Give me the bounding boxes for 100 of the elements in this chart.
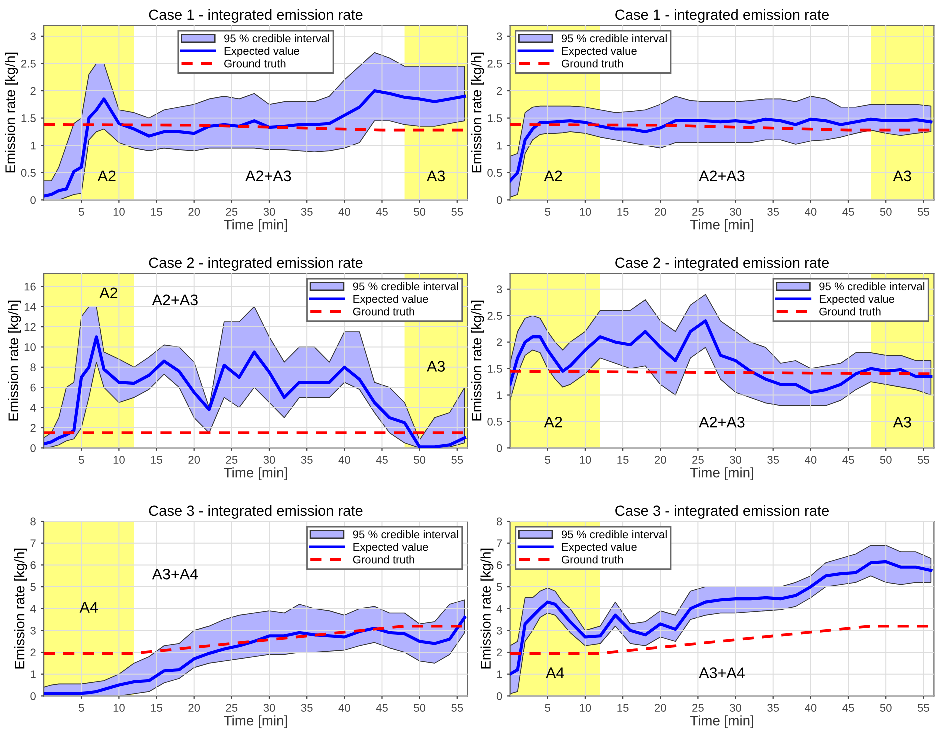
y-tick-label: 2.5 [488, 312, 502, 320]
x-tick-label: 10 [580, 704, 592, 712]
y-tick-label: 7 [30, 540, 36, 548]
x-tick-label: 5 [545, 456, 551, 464]
x-tick-label: 40 [338, 704, 350, 712]
x-tick-label: 5 [78, 704, 84, 712]
legend-label: Expected value [354, 543, 428, 554]
x-tick-label: 55 [918, 704, 930, 712]
x-tick-label: 25 [692, 456, 704, 464]
x-tick-label: 15 [151, 208, 162, 216]
y-tick-label: 3 [496, 32, 502, 41]
y-tick-label: 1 [497, 142, 502, 150]
band-label: A4 [80, 602, 98, 613]
y-tick-label: 3 [496, 286, 502, 294]
legend-label: Expected value [354, 294, 428, 306]
x-tick-label: 50 [414, 704, 426, 712]
chart-title: Case 2 - integrated emission rate [149, 257, 363, 271]
y-axis-title: Emission rate [kg/h] [472, 300, 484, 421]
x-tick-label: 55 [452, 704, 464, 712]
band-label: A3 [893, 170, 912, 182]
y-tick-label: 12 [24, 323, 36, 332]
x-tick-label: 15 [151, 704, 162, 712]
x-tick-label: 35 [768, 704, 780, 712]
x-tick-label: 30 [264, 456, 276, 464]
x-tick-label: 20 [188, 208, 200, 216]
annotation: 95 % credible interval [353, 530, 458, 539]
band-label: A3 [427, 361, 446, 372]
band-label: A2 [98, 170, 116, 182]
x-tick-label: 30 [730, 208, 742, 216]
annotation: A2+A3 [699, 170, 745, 182]
x-tick-label: 45 [376, 456, 388, 464]
x-tick-label: 40 [805, 456, 817, 464]
y-tick-label: 2 [497, 648, 502, 657]
y-tick-label: 6 [497, 561, 502, 570]
band-label: A2 [544, 417, 562, 428]
y-tick-label: 2.5 [22, 60, 36, 68]
y-tick-label: 1 [31, 142, 36, 150]
x-tick-label: 30 [730, 704, 742, 712]
x-tick-label: 5 [545, 208, 551, 216]
y-tick-label: 5 [496, 583, 502, 592]
y-tick-label: 0 [30, 196, 36, 204]
x-tick-label: 35 [768, 456, 780, 464]
y-axis-title: Emission rate [kg/h] [8, 300, 22, 421]
y-tick-label: 0.5 [488, 169, 502, 178]
x-tick-label: 15 [151, 456, 162, 464]
y-tick-label: 1.5 [488, 365, 502, 373]
x-tick-label: 55 [452, 456, 464, 464]
x-tick-label: 50 [414, 456, 426, 464]
band-label: A2 [100, 288, 118, 298]
x-tick-label: 35 [301, 456, 313, 464]
legend-label: Ground truth [562, 556, 624, 564]
y-tick-label: 6 [30, 561, 36, 570]
x-tick-label: 20 [655, 704, 666, 712]
line-series [510, 320, 933, 394]
annotation: A2+A3 [246, 170, 292, 182]
legend-label: Ground truth [353, 556, 414, 564]
chart-title: Case 3 - integrated emission rate [149, 505, 363, 520]
x-tick-label: 50 [414, 208, 426, 216]
band-label: A4 [546, 668, 564, 678]
y-axis-title: Emission rate [kg/h] [480, 548, 494, 669]
y-tick-label: 2 [30, 424, 36, 432]
annotation: 95 % credible interval [820, 282, 925, 291]
x-tick-label: 30 [730, 456, 742, 464]
y-tick-label: 3 [30, 626, 36, 635]
y-tick-label: 1.5 [22, 114, 36, 122]
y-tick-label: 2 [30, 648, 36, 657]
x-tick-label: 10 [114, 456, 125, 464]
y-tick-label: 2.5 [488, 60, 502, 68]
x-tick-label: 35 [768, 208, 780, 216]
x-tick-label: 5 [545, 704, 551, 712]
y-tick-label: 7 [497, 540, 502, 548]
annotation: A3+A4 [152, 568, 198, 580]
x-tick-label: 5 [78, 208, 84, 216]
x-tick-label: 45 [376, 704, 388, 712]
chart-title: Case 2 - integrated emission rate [616, 257, 830, 271]
y-tick-label: 5 [30, 583, 36, 592]
annotation: A2+A3 [699, 417, 745, 428]
x-tick-label: 45 [842, 208, 854, 216]
x-tick-label: 20 [655, 208, 666, 216]
x-tick-label: 20 [188, 704, 200, 712]
x-tick-label: 30 [264, 704, 276, 712]
annotation: 95 % credible interval [562, 530, 667, 539]
band-label: A3 [893, 417, 912, 428]
x-tick-label: 50 [880, 456, 892, 464]
y-tick-label: 4 [30, 404, 36, 412]
annotation: 95 % credible interval [224, 34, 330, 43]
y-tick-label: 4 [30, 605, 36, 613]
chart-title: Case 1 - integrated emission rate [616, 9, 830, 23]
x-tick-label: 10 [580, 456, 592, 464]
y-tick-label: 3 [30, 32, 36, 41]
y-tick-label: 4 [496, 605, 502, 613]
x-tick-label: 50 [880, 704, 892, 712]
x-tick-label: 20 [655, 456, 666, 464]
x-axis-title: Time [min] [690, 716, 754, 729]
x-axis-title: Time [min] [224, 220, 288, 233]
x-tick-label: 35 [301, 208, 313, 216]
x-tick-label: 30 [264, 208, 276, 216]
y-tick-label: 1 [497, 392, 502, 400]
x-tick-label: 50 [880, 208, 892, 216]
y-axis-title: Emission rate [kg/h] [5, 52, 18, 173]
